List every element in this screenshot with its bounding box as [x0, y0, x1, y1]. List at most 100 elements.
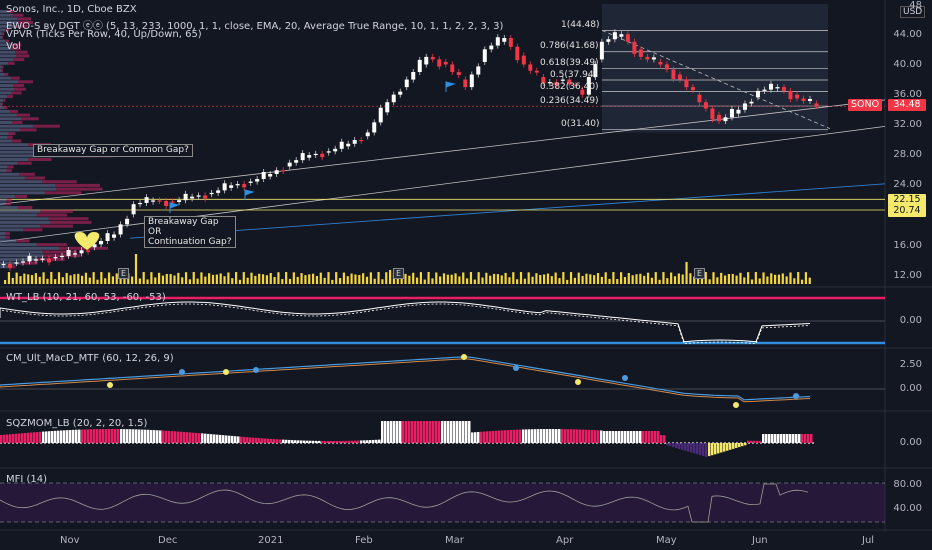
- vpvr-bar-down: [42, 180, 77, 184]
- price-axis-label: 12.00: [893, 270, 922, 281]
- earnings-marker[interactable]: E: [118, 268, 130, 279]
- vpvr-bar-down: [8, 132, 16, 136]
- vpvr-bar-up: [0, 61, 9, 65]
- momentum-bar: [447, 421, 450, 443]
- mfi-pane-title[interactable]: MFI (14): [6, 474, 48, 485]
- volume-bar: [635, 274, 638, 284]
- vpvr-bar-up: [0, 158, 29, 161]
- volume-bar: [385, 272, 388, 284]
- vpvr-bar-up: [0, 128, 21, 132]
- fib-label: 0(31.40): [561, 119, 600, 129]
- momentum-bar: [204, 433, 207, 443]
- currency-label[interactable]: USD: [900, 6, 926, 18]
- volume-bar: [774, 274, 777, 284]
- vpvr-bar-up: [0, 220, 51, 224]
- volume-bar: [277, 272, 280, 284]
- volume-bar: [492, 273, 496, 284]
- volume-bar: [646, 272, 650, 284]
- momentum-bar: [111, 429, 114, 443]
- momentum-bar: [495, 430, 498, 443]
- price-axis-label: 44.00: [893, 29, 922, 40]
- volume-bar: [785, 276, 788, 284]
- vpvr-bar-down: [18, 80, 33, 84]
- volume-bar: [235, 272, 238, 284]
- vpvr-bar-down: [7, 165, 14, 169]
- volume-bar: [377, 272, 380, 284]
- volume-bar: [204, 276, 207, 284]
- volume-bar: [258, 273, 261, 284]
- volume-bar: [46, 278, 49, 284]
- vpvr-bar-up: [0, 102, 2, 106]
- channel-line: [601, 30, 831, 130]
- momentum-bar: [768, 434, 771, 443]
- vpvr-bar-down: [16, 54, 30, 58]
- wt-pane-title[interactable]: WT_LB (10, 21, 60, 53, -60, -53): [6, 292, 166, 303]
- momentum-bar: [765, 434, 768, 443]
- vpvr-bar-down: [8, 61, 15, 65]
- macd-pane-title[interactable]: CM_Ult_MacD_MTF (60, 12, 26, 9): [6, 353, 174, 364]
- vpvr-bar-down: [40, 209, 73, 213]
- volume-bar: [685, 262, 688, 284]
- momentum-bar: [336, 440, 339, 443]
- volume-bar: [500, 275, 503, 284]
- momentum-bar: [747, 440, 750, 443]
- note-line: Breakaway Gap: [148, 217, 219, 227]
- vpvr-bar-down: [4, 39, 10, 43]
- volume-bar: [473, 279, 476, 284]
- momentum-bar: [657, 431, 660, 443]
- candle-body: [320, 153, 325, 158]
- trendline-blue: [129, 183, 886, 239]
- candle-body: [612, 32, 617, 40]
- vpvr-bar-down: [15, 50, 28, 54]
- time-axis-label: Nov: [60, 535, 80, 546]
- volume-bar: [281, 279, 284, 284]
- sqz-pane-title[interactable]: SQZMOM_LB (20, 2, 20, 1.5): [6, 418, 148, 429]
- momentum-bar: [558, 429, 561, 443]
- momentum-bar: [6, 434, 9, 443]
- symbol-title[interactable]: Sonos, Inc., 1D, Cboe BZX: [6, 4, 137, 15]
- candle-body: [313, 153, 318, 156]
- volume-bar: [766, 276, 769, 284]
- earnings-marker[interactable]: E: [694, 268, 706, 279]
- vpvr-bar-up: [0, 17, 18, 21]
- volume-bar: [300, 273, 303, 284]
- momentum-bar: [705, 443, 708, 457]
- vpvr-bar-up: [0, 87, 15, 91]
- continuation-gap-note[interactable]: Breakaway Gap OR Continuation Gap?: [144, 216, 236, 248]
- candle-body: [443, 61, 448, 65]
- vpvr-bar-up: [0, 209, 41, 213]
- momentum-bar: [471, 432, 474, 443]
- candle-body: [586, 77, 591, 95]
- momentum-bar: [18, 433, 21, 443]
- candle-body: [788, 90, 793, 100]
- macd-cross-dot: [793, 393, 799, 399]
- earnings-marker[interactable]: E: [393, 268, 405, 279]
- momentum-bar: [312, 440, 315, 443]
- volume-bar: [577, 272, 580, 284]
- volume-bar: [654, 272, 657, 284]
- volume-legend[interactable]: Vol: [6, 41, 21, 52]
- volume-bar: [23, 273, 26, 284]
- candle-body: [450, 64, 455, 72]
- volume-bar: [154, 277, 157, 284]
- momentum-bar: [477, 431, 480, 443]
- momentum-bar: [348, 440, 351, 443]
- volume-bar: [477, 272, 480, 284]
- vpvr-bar-up: [0, 235, 6, 239]
- candle-body: [658, 61, 663, 65]
- volume-bar: [273, 277, 276, 284]
- volume-bar: [604, 272, 607, 284]
- vpvr-bar-up: [0, 161, 18, 165]
- breakaway-gap-note[interactable]: Breakaway Gap or Common Gap?: [33, 144, 193, 157]
- volume-bar: [315, 275, 319, 284]
- momentum-bar: [183, 431, 186, 443]
- vpvr-indicator-legend[interactable]: VPVR (Ticks Per Row, 40, Up/Down, 65): [6, 29, 202, 40]
- volume-bar: [215, 274, 218, 284]
- ewo-indicator-legend[interactable]: EWO-S вy DGT ⓔⓔ (5, 13, 233, 1000, 1, 1,…: [6, 21, 504, 32]
- candle-body: [801, 98, 806, 101]
- momentum-bar: [582, 429, 585, 443]
- momentum-bar: [684, 443, 687, 451]
- level-tag-2: 20.74: [888, 205, 926, 217]
